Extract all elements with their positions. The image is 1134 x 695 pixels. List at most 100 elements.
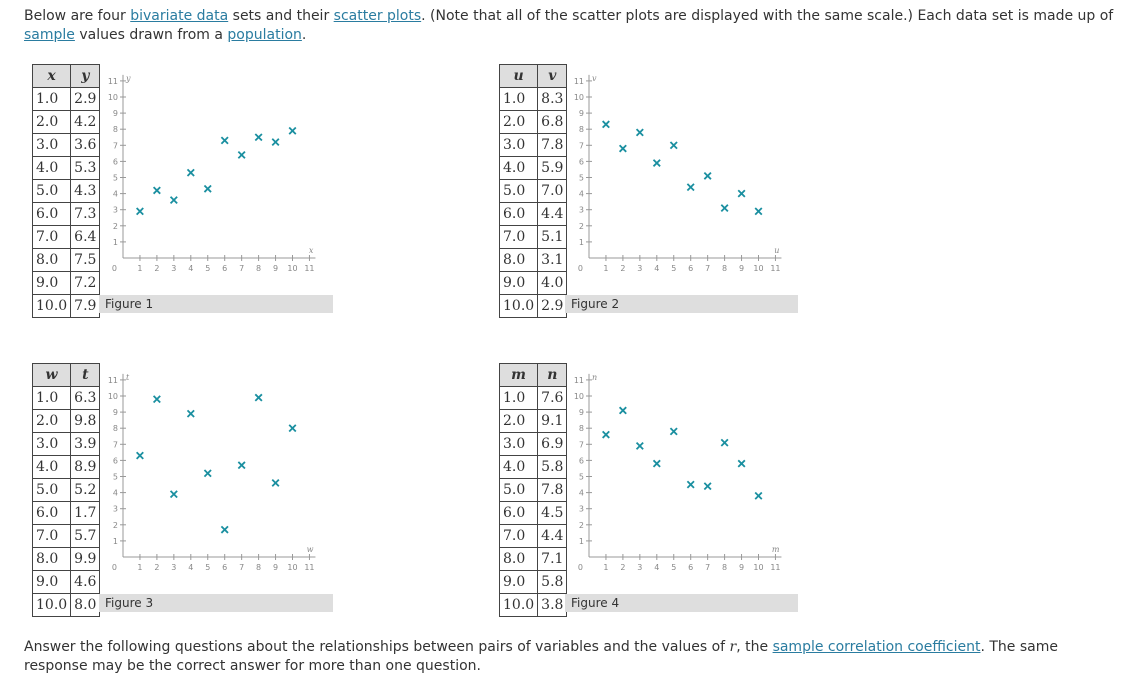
y-tick-label: 5 [579,473,584,482]
x-value-cell: 5.0 [498,478,539,502]
y-tick-label: 4 [113,190,118,199]
table-row: 4.0 5.3 [31,156,101,180]
y-tick-label: 7 [113,440,118,449]
figure-caption: Figure 2 [565,295,798,313]
data-point [754,491,763,500]
table-row: 5.0 7.0 [498,179,568,203]
y-value-cell: 9.8 [70,409,101,433]
instructions-paragraph: Answer the following questions about the… [24,638,1104,676]
y-tick-label: 6 [579,456,584,465]
x-value-cell: 1.0 [31,87,72,111]
x-value-cell: 10.0 [498,294,539,318]
x-tick-label: 4 [188,264,193,273]
y-axis-label: n [592,373,597,382]
y-value-cell: 8.9 [70,455,101,479]
data-point [720,438,729,447]
data-point [635,441,644,450]
origin-label: 0 [112,264,117,273]
table-row: 7.0 5.7 [31,524,101,548]
column-header-y: n [537,363,568,387]
data-point [237,151,246,159]
column-header-y: t [70,363,101,387]
table-row: 9.0 4.6 [31,570,101,594]
y-value-cell: 6.4 [70,225,101,249]
column-header-x: u [498,64,539,88]
table-row: 3.0 6.9 [498,432,568,456]
data-point [288,424,297,433]
x-tick-label: 11 [770,563,780,572]
y-value-cell: 3.1 [537,248,568,272]
data-point [254,393,263,402]
y-value-cell: 4.4 [537,202,568,226]
x-tick-label: 9 [739,264,744,273]
x-value-cell: 6.0 [498,501,539,525]
x-tick-label: 7 [239,264,244,273]
y-value-cell: 3.9 [70,432,101,456]
x-tick-label: 7 [239,563,244,572]
data-table: w t 1.0 6.3 2.0 9.8 3.0 3.9 4.0 8.9 5.0 5.2 6.0 1.7 7.… [31,363,101,617]
y-value-cell: 7.0 [537,179,568,203]
data-point [203,184,212,193]
table-row: 6.0 7.3 [31,202,101,226]
x-tick-label: 6 [688,264,693,273]
x-tick-label: 4 [654,563,659,572]
intro-text: sets and their [228,8,334,24]
x-tick-label: 2 [154,264,159,273]
dataset-4: m n 1.0 7.6 2.0 9.1 3.0 6.9 4.0 5.8 5.0 7.8 6.0 4.5 7.… [498,363,568,617]
y-tick-label: 2 [113,521,118,530]
x-tick-label: 11 [304,264,314,273]
x-tick-label: 5 [671,563,676,572]
column-header-x: x [31,64,72,88]
x-tick-label: 7 [705,264,710,273]
y-axis-label: v [592,74,597,83]
outro-text: , the [736,639,773,655]
x-tick-label: 3 [171,563,176,572]
data-point [152,186,161,195]
origin-label: 0 [112,563,117,572]
data-point [703,482,712,491]
table-row: 2.0 9.8 [31,409,101,433]
figure-caption: Figure 1 [99,295,333,313]
table-row: 5.0 5.2 [31,478,101,502]
table-row: 7.0 5.1 [498,225,568,249]
table-row: 1.0 7.6 [498,386,568,410]
x-value-cell: 3.0 [498,133,539,157]
data-point [186,409,195,418]
y-value-cell: 7.1 [537,547,568,571]
x-tick-label: 5 [205,563,210,572]
column-header-y: v [537,64,568,88]
y-tick-label: 4 [113,489,118,498]
table-row: 4.0 8.9 [31,455,101,479]
scatter-plots-link[interactable]: scatter plots [333,8,422,24]
table-row: 9.0 5.8 [498,570,568,594]
y-tick-label: 2 [579,521,584,530]
data-table: m n 1.0 7.6 2.0 9.1 3.0 6.9 4.0 5.8 5.0 7.8 6.0 4.5 7.… [498,363,568,617]
x-tick-label: 10 [287,563,297,572]
sample-link[interactable]: sample [24,27,75,43]
table-row: 10.0 2.9 [498,294,568,318]
x-value-cell: 10.0 [498,593,539,617]
x-tick-label: 2 [620,563,625,572]
x-value-cell: 3.0 [31,432,72,456]
table-row: 3.0 3.6 [31,133,101,157]
x-value-cell: 4.0 [31,455,72,479]
y-tick-label: 7 [113,141,118,150]
table-row: 6.0 4.5 [498,501,568,525]
y-tick-label: 7 [579,440,584,449]
y-tick-label: 5 [579,174,584,183]
bivariate-data-link[interactable]: bivariate data [130,8,229,24]
y-value-cell: 4.3 [70,179,101,203]
table-row: 3.0 3.9 [31,432,101,456]
x-tick-label: 8 [722,563,727,572]
x-value-cell: 4.0 [498,156,539,180]
y-tick-label: 1 [579,238,584,247]
x-tick-label: 10 [753,563,763,572]
y-tick-label: 2 [113,222,118,231]
population-link[interactable]: population [227,27,302,43]
data-point [602,120,610,129]
data-point [237,461,246,470]
origin-label: 0 [578,264,583,273]
sample-correlation-coefficient-link[interactable]: sample correlation coefficient [772,639,981,655]
